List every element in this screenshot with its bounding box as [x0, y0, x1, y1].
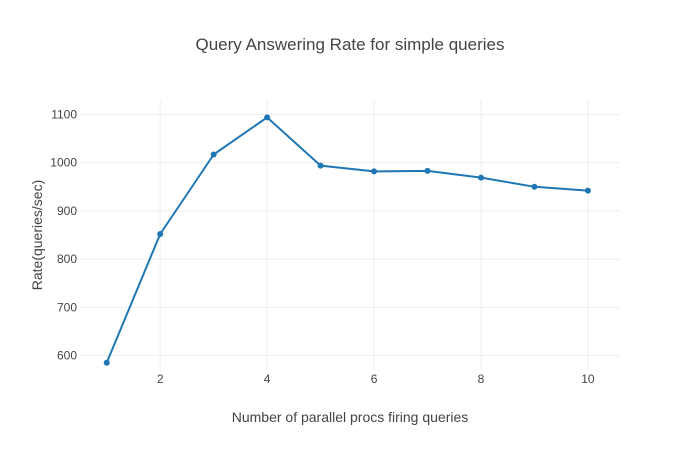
x-tick-label: 2 [157, 372, 164, 386]
data-point [317, 162, 324, 169]
y-tick-label: 900 [57, 204, 77, 218]
data-point [531, 183, 538, 190]
y-tick-labels: 600 700 800 900 1000 1100 [50, 107, 77, 362]
data-point [424, 167, 431, 174]
x-tick-label: 10 [581, 372, 595, 386]
data-point [477, 174, 484, 181]
series-line [105, 116, 588, 364]
y-tick-label: 700 [57, 300, 77, 314]
chart-title: Query Answering Rate for simple queries [196, 35, 505, 54]
x-tick-label: 6 [371, 372, 378, 386]
x-tick-labels: 2 4 6 8 10 [157, 372, 595, 386]
x-tick-label: 8 [478, 372, 485, 386]
x-gridlines [159, 100, 589, 370]
series-group [103, 114, 591, 366]
x-axis-title: Number of parallel procs firing queries [232, 409, 469, 425]
x-tick-label: 4 [264, 372, 271, 386]
data-point [157, 231, 164, 238]
data-point [210, 151, 217, 158]
y-tick-label: 1000 [50, 156, 77, 170]
plot-area [80, 100, 620, 370]
data-point [264, 114, 271, 121]
data-point [103, 359, 110, 366]
y-tick-label: 800 [57, 252, 77, 266]
y-tick-label: 600 [57, 349, 77, 363]
y-tick-label: 1100 [51, 107, 77, 121]
data-point [584, 187, 591, 194]
y-axis-title: Rate(queries/sec) [29, 180, 45, 291]
y-gridlines [80, 113, 620, 357]
data-point [371, 168, 378, 175]
